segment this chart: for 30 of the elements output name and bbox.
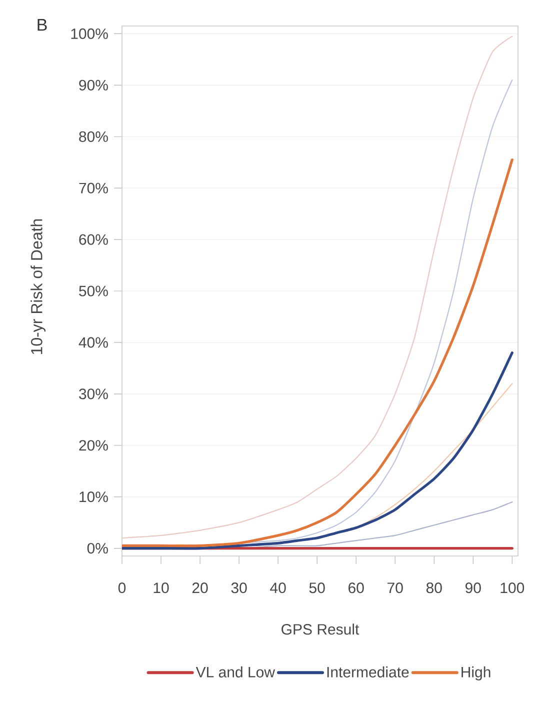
line-series <box>122 351 514 550</box>
y-tick-label: 90% <box>79 80 108 90</box>
x-tick-label: 0 <box>118 582 126 594</box>
legend-label: VL and Low <box>196 666 276 678</box>
x-tick-label: 60 <box>348 582 364 594</box>
x-tick-label: 10 <box>154 582 169 594</box>
y-axis-title: 10-yr Risk of Death <box>30 219 46 354</box>
y-tick-label: 40% <box>78 337 108 348</box>
y-tick-label: 0% <box>87 542 108 554</box>
x-tick-label: 90 <box>466 582 481 594</box>
legend-label: High <box>462 666 490 680</box>
x-axis-title: GPS Result <box>282 624 360 635</box>
x-tick-label: 30 <box>231 582 247 594</box>
y-tick-label: 70% <box>79 182 108 194</box>
x-tick-label: 50 <box>309 582 325 594</box>
y-tick-label: 30% <box>79 388 108 400</box>
line-series <box>122 158 514 548</box>
y-tick-label: 50% <box>79 286 108 296</box>
x-tick-label: 100 <box>500 582 524 594</box>
y-tick-label: 10% <box>80 492 108 502</box>
x-tick-label: 40 <box>270 582 286 594</box>
x-tick-label: 20 <box>192 582 208 594</box>
y-tick-label: 100% <box>71 28 108 40</box>
chart-title: B <box>38 18 47 31</box>
y-tick-label: 20% <box>79 440 108 451</box>
y-tick-label: 80% <box>79 131 108 142</box>
x-tick-label: 80 <box>426 582 442 594</box>
legend-label: Intermediate <box>327 666 409 678</box>
y-tick-label: 60% <box>79 234 108 245</box>
x-tick-label: 70 <box>388 582 403 594</box>
